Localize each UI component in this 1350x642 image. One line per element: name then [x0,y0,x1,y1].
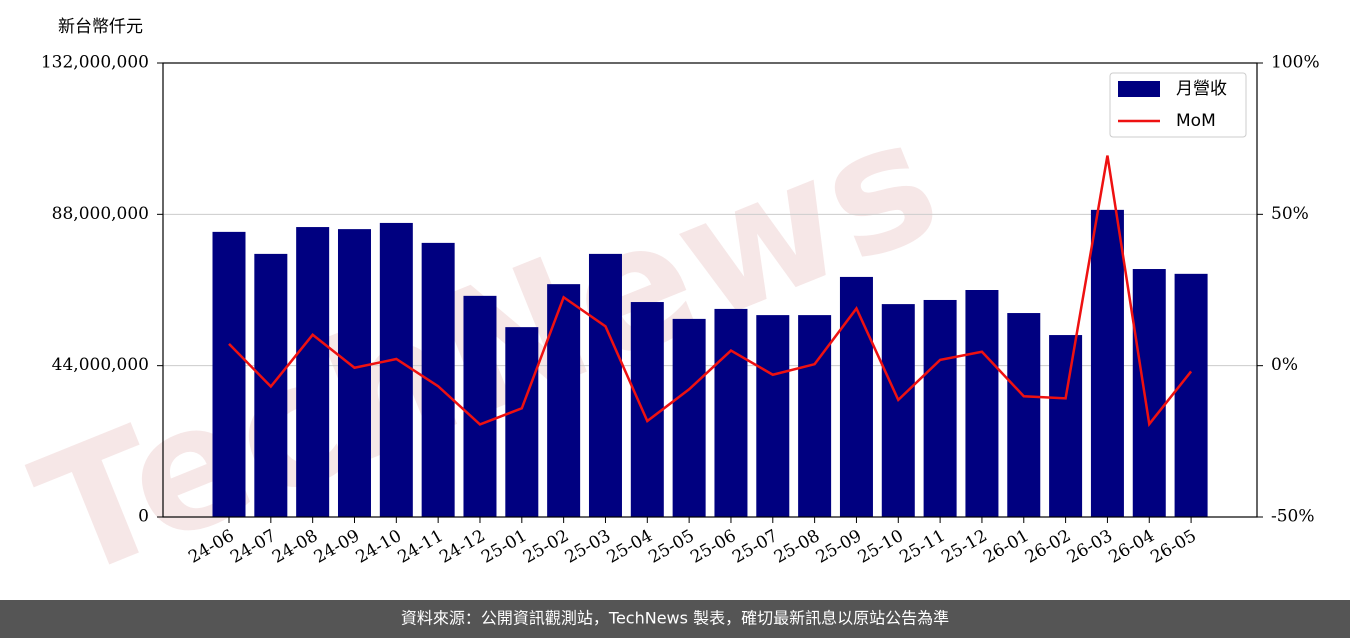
line [228,155,1193,428]
bar [923,299,957,517]
x-tick-label: 26-01 [980,526,1032,568]
x-tick-label: 25-08 [771,526,823,568]
bar [1090,209,1124,517]
bar [1007,313,1041,517]
x-tick-label: 25-06 [687,526,739,568]
bar [296,227,330,518]
x-tick-label: 25-02 [520,526,572,568]
x-tick-label: 25-09 [813,526,865,568]
x-tick-label: 24-11 [394,526,446,568]
bar [839,276,873,517]
x-tick-label: 25-01 [478,526,530,568]
y2-tick-label: 50% [1271,204,1309,224]
y2-tick-label: 0% [1271,355,1298,375]
x-tick-label: 24-09 [311,526,363,568]
bar [630,302,664,517]
x-tick-label: 25-05 [645,526,697,568]
y-tick-label: 0 [138,507,149,527]
legend-swatch [1118,81,1160,97]
bar [714,308,748,517]
bar [1174,273,1208,517]
bar [379,222,413,517]
x-tick-label: 26-05 [1147,526,1199,568]
bar [1132,269,1166,517]
x-tick-label: 26-03 [1064,526,1116,568]
x-tick-label: 25-10 [855,526,907,568]
bar [463,295,497,517]
source-note: 資料來源：公開資訊觀測站，TechNews 製表，確切最新訊息以原站公告為準 [401,609,949,628]
bar [756,315,790,517]
bar [1049,335,1083,517]
legend-label: MoM [1176,111,1216,131]
bar [881,304,915,517]
y-tick-label: 44,000,000 [52,355,149,375]
bar [798,315,832,517]
plot-frame [162,62,1258,518]
x-tick-label: 25-03 [562,526,614,568]
footer-band [0,600,1350,638]
y-tick-label: 88,000,000 [52,204,149,224]
x-tick-label: 24-12 [436,526,488,568]
x-tick-label: 25-12 [938,526,990,568]
x-tick-label: 25-07 [729,526,781,568]
x-tick-label: 25-04 [604,526,656,568]
x-tick-label: 24-10 [353,526,405,568]
x-tick-label: 26-04 [1106,526,1158,568]
x-tick-label: 25-11 [896,526,948,568]
bar [965,290,999,517]
y2-tick-label: -50% [1271,507,1315,527]
bar [212,231,246,517]
bar [505,327,539,517]
x-tick-label: 26-02 [1022,526,1074,568]
bar [547,284,581,517]
y-axis-label: 新台幣仟元 [58,17,143,37]
y2-tick-label: 100% [1271,53,1320,73]
bar [337,229,371,517]
legend-label: 月營收 [1176,79,1227,99]
bar [588,253,622,518]
y-tick-label: 132,000,000 [41,53,149,73]
bar [672,318,706,517]
